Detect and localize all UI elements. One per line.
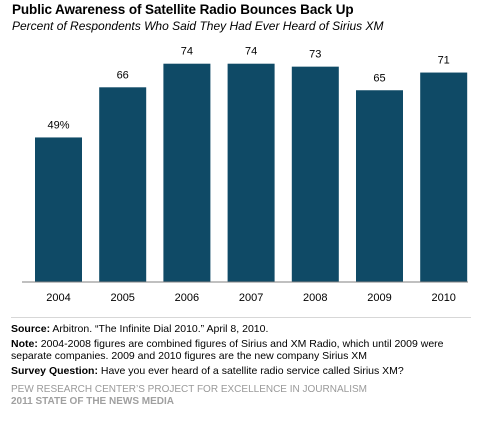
x-tick-label-2010: 2010	[431, 292, 455, 304]
footer-report: 2011 STATE OF THE NEWS MEDIA	[11, 396, 174, 407]
chart-subtitle: Percent of Respondents Who Said They Had…	[12, 19, 384, 33]
bar-2007	[227, 63, 275, 283]
value-label-2008: 73	[309, 49, 321, 61]
bar-2006	[163, 63, 211, 283]
notes-block: Source: Arbitron. “The Infinite Dial 201…	[11, 323, 471, 379]
value-label-2009: 65	[373, 72, 385, 84]
question-text: Have you ever heard of a satellite radio…	[97, 364, 404, 377]
bar-2010	[420, 72, 468, 282]
divider	[11, 317, 471, 318]
footer: PEW RESEARCH CENTER’S PROJECT FOR EXCELL…	[11, 384, 471, 408]
value-label-2004: 49%	[47, 119, 69, 131]
bars-group: 49% 66 74 74 73 65 71	[35, 46, 468, 283]
value-label-2005: 66	[117, 69, 129, 81]
bar-2005	[99, 87, 147, 282]
bar-2009	[356, 90, 403, 282]
survey-question: Survey Question: Have you ever heard of …	[11, 365, 471, 378]
x-tick-label-2006: 2006	[175, 292, 199, 304]
value-label-2010: 71	[438, 55, 450, 67]
x-tick-label-2009: 2009	[367, 292, 391, 304]
bar-2004	[35, 137, 82, 282]
note-text: 2004-2008 figures are combined figures o…	[11, 337, 444, 363]
x-tick-label-2005: 2005	[110, 292, 134, 304]
x-tick-label-2004: 2004	[46, 292, 70, 304]
bar-chart: 49% 66 74 74 73 65 71 2004 2005 2006 2007 2008 2009…	[22, 46, 468, 304]
chart-title: Public Awareness of Satellite Radio Boun…	[12, 2, 354, 17]
source-note: Source: Arbitron. “The Infinite Dial 201…	[11, 323, 471, 336]
x-tick-label-2007: 2007	[239, 292, 263, 304]
x-axis-ticks: 2004 2005 2006 2007 2008 2009 2010	[46, 292, 456, 304]
note-label: Note:	[11, 337, 38, 350]
question-label: Survey Question:	[11, 364, 98, 377]
note: Note: 2004-2008 figures are combined fig…	[11, 338, 471, 363]
footer-org: PEW RESEARCH CENTER’S PROJECT FOR EXCELL…	[11, 384, 367, 395]
source-label: Source:	[11, 323, 51, 335]
x-tick-label-2008: 2008	[303, 292, 327, 304]
source-text: Arbitron. “The Infinite Dial 2010.” Apri…	[50, 323, 269, 335]
value-label-2006: 74	[181, 46, 193, 58]
value-label-2007: 74	[245, 46, 257, 58]
bar-2008	[291, 66, 339, 283]
